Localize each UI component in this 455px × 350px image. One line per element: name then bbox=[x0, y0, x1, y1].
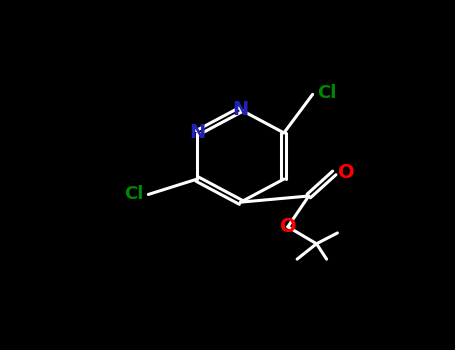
Text: N: N bbox=[189, 123, 205, 142]
Text: O: O bbox=[338, 163, 355, 182]
Text: Cl: Cl bbox=[317, 84, 337, 102]
Text: Cl: Cl bbox=[124, 186, 144, 203]
Text: N: N bbox=[233, 100, 249, 119]
Text: O: O bbox=[279, 217, 296, 236]
